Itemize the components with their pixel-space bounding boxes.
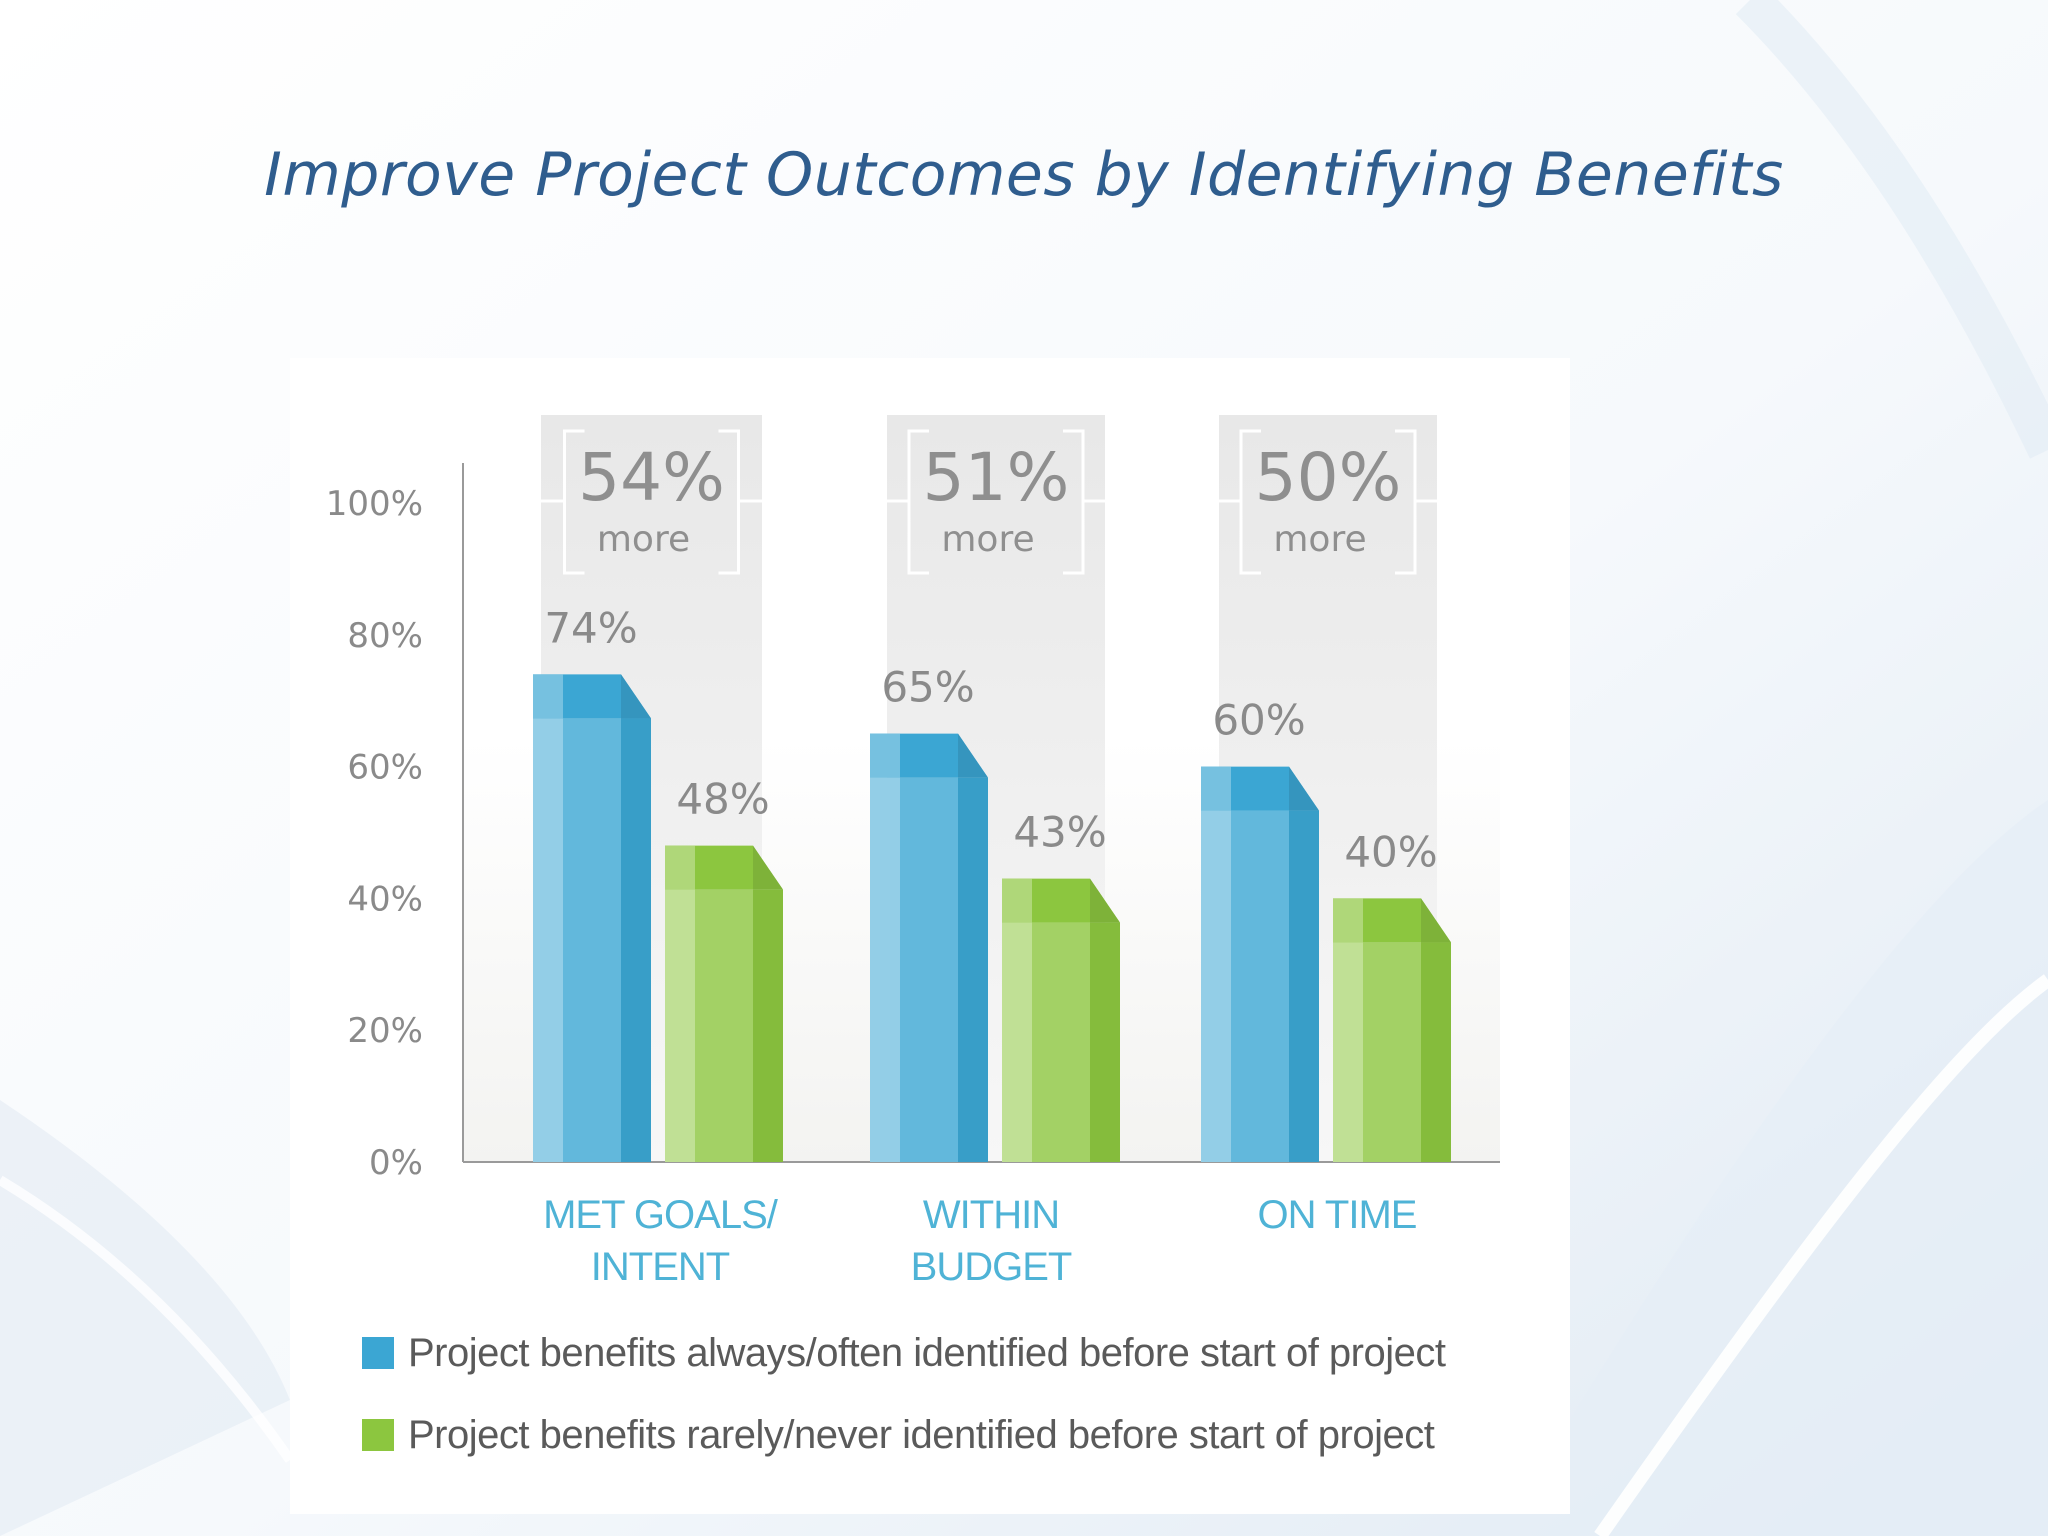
difference-value: 50%: [1255, 439, 1402, 516]
difference-callout-2: 51%more: [887, 429, 1105, 575]
legend-label: Project benefits always/often identified…: [408, 1331, 1446, 1375]
legend-item-2: Project benefits rarely/never identified…: [362, 1413, 1435, 1457]
value-labels: 74% 65% 60% 48% 43% 40%: [544, 603, 1437, 876]
category-label: BUDGET: [911, 1245, 1072, 1289]
bar-always-often-3: [1201, 766, 1319, 1162]
category-label: MET GOALS/: [543, 1193, 779, 1237]
bar-rarely-never-3: [1333, 898, 1451, 1162]
difference-value: 51%: [923, 439, 1070, 516]
difference-callout-1: 54%more: [541, 429, 762, 575]
difference-value: 54%: [578, 439, 725, 516]
y-tick-label: 20%: [347, 1011, 423, 1051]
category-label: INTENT: [591, 1245, 730, 1289]
bar-rarely-never-2: [1002, 878, 1120, 1162]
bar-rarely-never-1: [665, 845, 783, 1162]
legend-label: Project benefits rarely/never identified…: [408, 1413, 1435, 1457]
bar-always-often-1: [533, 674, 651, 1162]
difference-text: more: [1273, 519, 1366, 560]
value-label: 65%: [881, 663, 974, 712]
y-tick-label: 0%: [369, 1143, 423, 1183]
y-tick-label: 60%: [347, 748, 423, 788]
legend-swatch: [362, 1337, 394, 1369]
value-label: 43%: [1013, 808, 1106, 857]
legend: Project benefits always/often identified…: [362, 1331, 1446, 1457]
bars: [533, 674, 1451, 1162]
bar-always-often-2: [870, 733, 988, 1162]
legend-item-1: Project benefits always/often identified…: [362, 1331, 1446, 1375]
difference-text: more: [597, 519, 690, 560]
difference-text: more: [941, 519, 1034, 560]
y-tick-label: 40%: [347, 879, 423, 919]
value-label: 74%: [544, 603, 637, 652]
value-label: 40%: [1344, 827, 1437, 876]
category-label: ON TIME: [1258, 1193, 1417, 1237]
value-label: 48%: [676, 775, 769, 824]
difference-callout-3: 50%more: [1219, 429, 1437, 575]
category-labels: MET GOALS/INTENT WITHIN BUDGET ON TIME: [543, 1193, 1417, 1289]
y-tick-label: 80%: [347, 616, 423, 656]
category-label: WITHIN: [923, 1193, 1059, 1237]
bar-chart: 0% 20% 40% 60% 80% 100% 74% 65% 60% 48% 43% 40% 54…: [326, 415, 1500, 1457]
chart-panel: 0% 20% 40% 60% 80% 100% 74% 65% 60% 48% 43% 40% 54…: [290, 358, 1570, 1514]
page-title: Improve Project Outcomes by Identifying …: [264, 140, 1784, 210]
y-tick-label: 100%: [326, 484, 423, 524]
value-label: 60%: [1212, 696, 1305, 745]
legend-swatch: [362, 1419, 394, 1451]
